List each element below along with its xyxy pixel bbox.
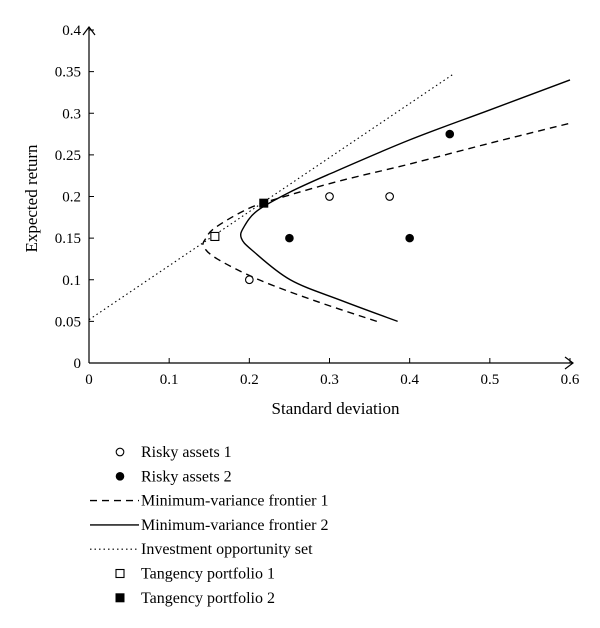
y-tick-label: 0.25	[55, 148, 81, 164]
x-tick-label: 0	[85, 372, 93, 388]
legend-label: Risky assets 1	[141, 444, 232, 461]
legend-label: Minimum-variance frontier 2	[141, 517, 329, 534]
legend-symbol	[115, 568, 125, 579]
x-tick-label: 0.4	[400, 372, 419, 388]
y-axis-arrow-icon	[82, 26, 96, 36]
y-tick-label: 0.05	[55, 314, 81, 330]
x-axis-arrow-icon	[564, 356, 574, 370]
data-point-series-1	[385, 192, 394, 201]
legend-label: Tangency portfolio 2	[141, 590, 275, 607]
data-point-series-2	[405, 233, 414, 243]
series-line-3	[202, 122, 571, 323]
x-tick-label: 0.1	[160, 372, 179, 388]
y-axis-title: Expected return	[22, 144, 41, 253]
legend-label: Minimum-variance frontier 1	[141, 493, 329, 510]
y-tick-label: 0.15	[55, 231, 81, 247]
y-tick-label: 0.3	[62, 106, 81, 122]
legend-label: Investment opportunity set	[141, 541, 313, 558]
series-line-5	[88, 72, 455, 321]
data-point-series-2	[285, 233, 294, 243]
data-point-series-1	[244, 275, 254, 285]
x-tick-label: 0.2	[240, 372, 259, 388]
y-tick-label: 0.4	[62, 23, 81, 39]
data-point-series-7	[259, 198, 269, 208]
data-point-series-1	[325, 192, 334, 201]
x-tick-label: 0.3	[320, 372, 339, 388]
x-axis-title: Standard deviation	[272, 399, 400, 418]
x-tick-label: 0.5	[480, 372, 499, 388]
data-point-series-6	[210, 231, 220, 242]
y-tick-label: 0	[74, 356, 82, 372]
y-tick-label: 0.35	[55, 65, 81, 81]
y-tick-label: 0.2	[62, 190, 81, 206]
legend-label: Tangency portfolio 1	[141, 566, 275, 583]
legend-symbol	[115, 447, 125, 457]
series-line-4	[239, 79, 571, 323]
data-point-series-2	[445, 129, 455, 139]
y-tick-label: 0.1	[62, 273, 81, 289]
legend-label: Risky assets 2	[141, 468, 232, 485]
x-tick-label: 0.6	[561, 372, 580, 388]
legend-symbol	[115, 472, 125, 481]
legend-symbol	[115, 593, 125, 603]
